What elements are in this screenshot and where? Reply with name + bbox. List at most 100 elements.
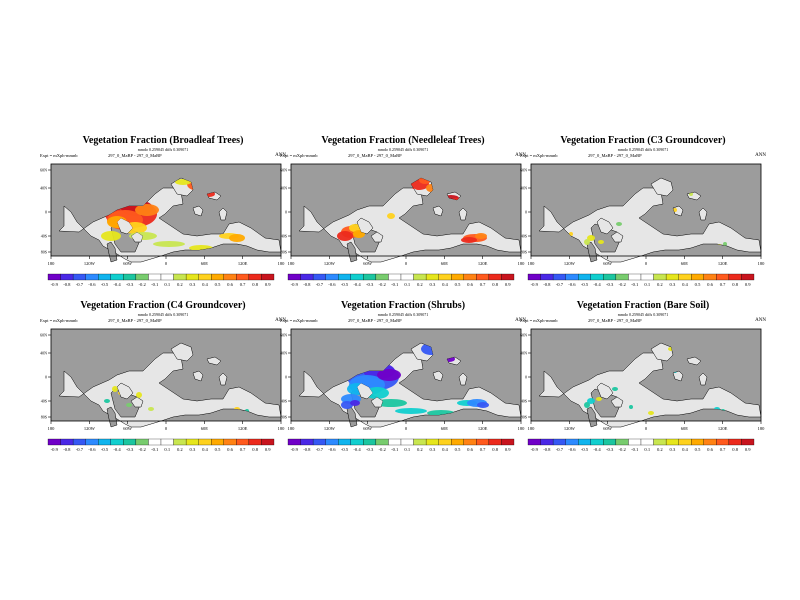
anomaly-patch [395, 408, 427, 414]
y-tick-label: 0 [285, 210, 287, 215]
colorbar-cell [198, 273, 212, 281]
colorbar-label: 0.2 [657, 282, 663, 287]
island-shape [370, 231, 384, 243]
panel-subtitle: mmdo 0.259045 diffs 0.309071 [377, 147, 429, 152]
panel-expt-label: Expt = mXph-mmnb [520, 318, 558, 323]
anomaly-patch [377, 369, 401, 381]
x-tick-label: 120E [238, 261, 248, 266]
colorbar-label: 0.7 [720, 282, 726, 287]
colorbar-cell [338, 438, 351, 446]
y-tick-label: 40N [280, 186, 287, 191]
anomaly-patch [104, 399, 110, 403]
anomaly-patch [350, 400, 360, 406]
island-shape [686, 356, 702, 366]
colorbar-label: 0.4 [682, 447, 688, 452]
panel-expt-label: Expt = mXph-mmnb [520, 153, 558, 158]
colorbar-label: -0.6 [328, 447, 336, 452]
colorbar-cell [261, 438, 275, 446]
colorbar: -0.9 -0.8 -0.7 -0.6 -0.5 -0.4 -0.3 -0.2 -0.1 0.1 0… [287, 438, 515, 452]
x-tick-label: 120E [718, 261, 728, 266]
inland-sea [106, 406, 118, 428]
map-group [50, 163, 282, 263]
y-tick-label: 40S [41, 399, 47, 404]
colorbar-label: 0.1 [644, 447, 650, 452]
colorbar-cell [312, 273, 326, 281]
anomaly-patch [461, 237, 477, 243]
colorbar-label: 0.8 [732, 447, 738, 452]
x-tick-label: 60E [441, 261, 449, 266]
anomaly-patch [375, 399, 407, 407]
colorbar-label: 0.8 [252, 282, 258, 287]
colorbar-cell [123, 438, 137, 446]
colorbar-cell [223, 438, 237, 446]
colorbar-cell [590, 438, 604, 446]
colorbar-label: 0.8 [492, 447, 498, 452]
y-tick-label: 60N [40, 168, 47, 173]
colorbar-label: 0.6 [227, 282, 233, 287]
colorbar-cell [488, 273, 502, 281]
panel-c3-groundcover: Vegetation Fraction (C3 Groundcover) mmd… [518, 135, 768, 315]
colorbar-label: -0.5 [581, 282, 589, 287]
colorbar-cell [185, 438, 199, 446]
colorbar-cell [363, 273, 377, 281]
x-tick-label: 180 [278, 261, 286, 266]
x-tick-label: 180 [518, 261, 526, 266]
x-tick-label: 60E [201, 261, 209, 266]
colorbar-cell [300, 438, 314, 446]
panel-title: Vegetation Fraction (Shrubs) [340, 300, 466, 311]
panel-title: Vegetation Fraction (C4 Groundcover) [80, 300, 246, 311]
colorbar-cell [47, 273, 61, 281]
colorbar-cell [578, 438, 591, 446]
colorbar-label: 0.4 [442, 447, 448, 452]
anomaly-patch [136, 392, 142, 398]
colorbar-cell [223, 273, 237, 281]
colorbar-label: 0.2 [417, 282, 423, 287]
panel-run-label: 297_0_MaBP - 297_0_MaBP [348, 318, 402, 323]
y-tick-label: 60N [520, 168, 527, 173]
x-tick-label: 180 [758, 261, 766, 266]
colorbar-cell [628, 273, 642, 281]
anomaly-patch [587, 235, 595, 241]
panel-run-label: 297_0_MaBP - 297_0_MaBP [588, 318, 642, 323]
map-group [50, 328, 282, 428]
inland-sea [586, 406, 598, 428]
x-tick-label: 180 [518, 426, 526, 431]
colorbar-cell [552, 438, 566, 446]
colorbar-label: -0.7 [76, 447, 84, 452]
colorbar-label: -0.9 [291, 447, 299, 452]
colorbar-label: 0.6 [467, 447, 473, 452]
colorbar-cell [148, 273, 162, 281]
island-shape [672, 370, 684, 382]
colorbar-label: 0.2 [417, 447, 423, 452]
colorbar-cell [716, 438, 730, 446]
y-tick-label: 80S [521, 415, 527, 420]
island-shape [192, 370, 204, 382]
island-shape [698, 207, 708, 221]
y-tick-label: 40S [41, 234, 47, 239]
colorbar-label: 0.9 [505, 447, 511, 452]
colorbar-label: 0.1 [164, 282, 170, 287]
colorbar-label: 0.2 [177, 282, 183, 287]
colorbar-label: 0.3 [670, 447, 676, 452]
colorbar-label: -0.1 [631, 282, 639, 287]
x-tick-label: 60W [363, 261, 373, 266]
colorbar-label: -0.9 [531, 282, 539, 287]
colorbar-cell [741, 273, 755, 281]
colorbar-cell [300, 273, 314, 281]
anomaly-patch [126, 403, 132, 407]
panel-title: Vegetation Fraction (Bare Soil) [576, 300, 710, 311]
colorbar-label: -0.3 [606, 447, 614, 452]
colorbar-cell [173, 438, 187, 446]
colorbar-cell [72, 273, 86, 281]
panel-expt-label: Expt = mXph-mmnb [280, 318, 318, 323]
colorbar-label: -0.6 [88, 282, 96, 287]
x-tick-label: 120W [324, 261, 336, 266]
colorbar-label: -0.9 [51, 447, 59, 452]
y-tick-label: 40S [521, 399, 527, 404]
colorbar-cell [540, 438, 554, 446]
colorbar-label: -0.4 [353, 282, 361, 287]
colorbar-cell [691, 438, 704, 446]
panel-bare-soil: Vegetation Fraction (Bare Soil) mmdo 0.2… [518, 300, 768, 480]
colorbar-cell [691, 273, 704, 281]
